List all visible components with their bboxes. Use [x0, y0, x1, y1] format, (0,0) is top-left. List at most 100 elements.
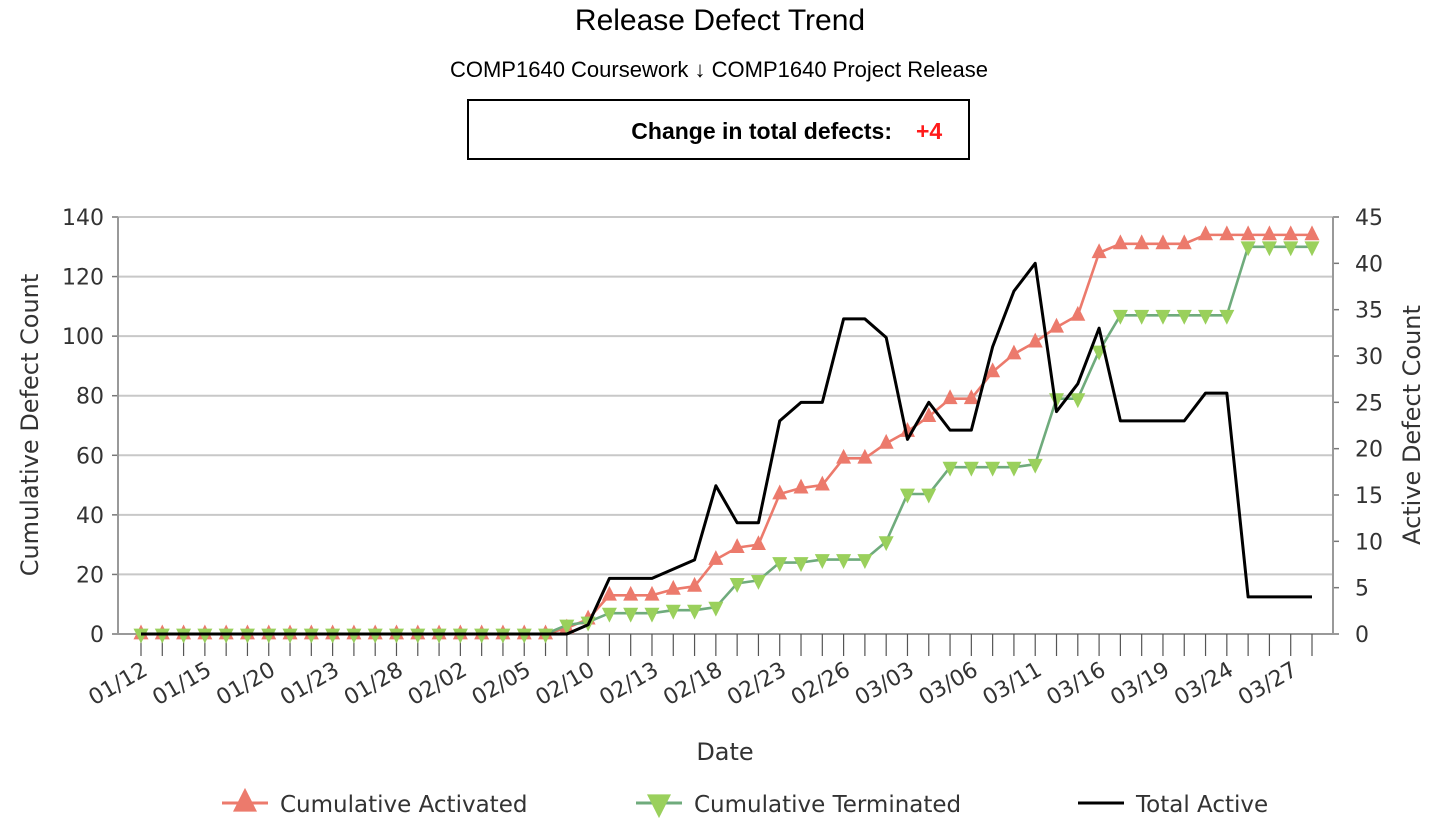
x-tick-label: 02/18 [659, 658, 726, 711]
cumulative-terminated-point [197, 628, 213, 644]
y-right-tick-label: 40 [1355, 252, 1383, 277]
cumulative-terminated-point [899, 488, 915, 504]
y-axis-left-label: Cumulative Defect Count [16, 274, 44, 577]
y-left-tick-label: 60 [76, 444, 104, 469]
cumulative-activated-point [1198, 225, 1214, 241]
cumulative-terminated-point [836, 554, 852, 569]
cumulative-activated-point [857, 448, 873, 464]
cumulative-activated-point [665, 579, 681, 595]
x-tick-label: 03/06 [915, 658, 982, 711]
cumulative-terminated-point [325, 628, 341, 644]
x-tick-label: 02/05 [468, 658, 535, 711]
cumulative-activated-point [1176, 234, 1192, 250]
total-active-legend-label: Total Active [1135, 792, 1268, 818]
cumulative-terminated-point [644, 607, 660, 623]
y-right-tick-label: 35 [1355, 299, 1383, 324]
cumulative-activated-point [1304, 225, 1320, 241]
cumulative-terminated-point [1176, 309, 1192, 325]
cumulative-terminated-point [793, 557, 809, 572]
cumulative-terminated-point [388, 628, 404, 644]
x-tick-label: 03/24 [1170, 658, 1237, 711]
y-right-tick-label: 30 [1355, 345, 1383, 370]
cumulative-terminated-point [1006, 461, 1022, 477]
change-label: Change in total defects: [631, 118, 892, 144]
cumulative-terminated-point [1283, 241, 1299, 257]
y-left-tick-label: 40 [76, 504, 104, 529]
cumulative-terminated-legend-marker [647, 794, 671, 819]
cumulative-activated-point [623, 585, 639, 601]
cumulative-activated-point [772, 484, 788, 500]
cumulative-activated-point [1112, 234, 1128, 250]
cumulative-activated-point [793, 478, 809, 494]
chart-subtitle: COMP1640 Coursework ↓ COMP1640 Project R… [449, 57, 988, 82]
x-tick-label: 02/23 [723, 658, 790, 711]
x-tick-label: 03/03 [851, 658, 918, 711]
cumulative-terminated-point [942, 461, 958, 477]
cumulative-terminated-point [1112, 309, 1128, 325]
cumulative-activated-point [1006, 344, 1022, 360]
cumulative-activated-point [1027, 332, 1043, 348]
y-left-tick-label: 0 [90, 623, 104, 648]
cumulative-activated-point [1219, 225, 1235, 241]
cumulative-terminated-point [452, 628, 468, 644]
y-right-tick-label: 45 [1355, 206, 1383, 231]
y-left-tick-label: 20 [76, 563, 104, 588]
cumulative-activated-point [878, 433, 894, 449]
cumulative-terminated-point [1027, 458, 1043, 474]
cumulative-terminated-line [141, 245, 1312, 636]
y-axis-right-label: Active Defect Count [1398, 305, 1426, 545]
cumulative-terminated-point [303, 628, 319, 644]
cumulative-activated-point [1049, 317, 1065, 333]
y-right-tick-label: 25 [1355, 391, 1383, 416]
cumulative-terminated-point [729, 577, 745, 593]
cumulative-activated-point [750, 535, 766, 551]
cumulative-terminated-point [1304, 241, 1320, 257]
cumulative-activated-point [601, 585, 617, 601]
cumulative-terminated-point [154, 628, 170, 644]
cumulative-activated-point [963, 389, 979, 405]
y-left-tick-label: 80 [76, 385, 104, 410]
axes: Cumulative Defect Count Active Defect Co… [16, 206, 1426, 766]
cumulative-activated-point [1155, 234, 1171, 250]
cumulative-terminated-point [1155, 309, 1171, 325]
cumulative-terminated-point [623, 607, 639, 623]
cumulative-terminated-point [1261, 241, 1277, 257]
cumulative-terminated-point [1134, 309, 1150, 325]
x-tick-label: 03/11 [979, 658, 1046, 711]
cumulative-terminated-point [559, 619, 575, 635]
cumulative-terminated-point [495, 628, 511, 644]
cumulative-activated-point [942, 389, 958, 405]
y-left-tick-label: 140 [62, 206, 104, 231]
cumulative-activated-point [708, 550, 724, 565]
x-tick-label: 01/12 [85, 658, 152, 711]
cumulative-terminated-point [346, 628, 362, 644]
cumulative-terminated-point [367, 628, 383, 644]
cumulative-activated-point [1240, 225, 1256, 241]
cumulative-terminated-point [1049, 393, 1065, 409]
grid-lines [118, 216, 1333, 635]
cumulative-activated-point [1091, 243, 1107, 259]
cumulative-terminated-point [410, 628, 426, 644]
cumulative-activated-legend-label: Cumulative Activated [280, 792, 527, 818]
cumulative-terminated-point [814, 554, 830, 569]
x-tick-label: 03/19 [1107, 658, 1174, 711]
cumulative-activated-point [644, 585, 660, 601]
cumulative-terminated-point [985, 461, 1001, 477]
cumulative-terminated-point [282, 628, 298, 644]
y-left-tick-label: 100 [62, 325, 104, 350]
x-tick-label: 01/15 [148, 658, 215, 711]
y-right-tick-label: 20 [1355, 438, 1383, 463]
x-tick-label: 02/26 [787, 658, 854, 711]
series-layer [133, 225, 1320, 644]
cumulative-terminated-point [474, 628, 490, 644]
cumulative-terminated-point [516, 628, 532, 644]
cumulative-activated-point [921, 407, 937, 422]
y-right-tick-label: 0 [1355, 623, 1369, 648]
cumulative-terminated-point [538, 628, 554, 644]
cumulative-activated-point [814, 475, 830, 491]
chart-title: Release Defect Trend [574, 4, 866, 37]
cumulative-terminated-point [921, 488, 937, 504]
cumulative-activated-point [1070, 305, 1086, 321]
cumulative-activated-point [1134, 234, 1150, 250]
